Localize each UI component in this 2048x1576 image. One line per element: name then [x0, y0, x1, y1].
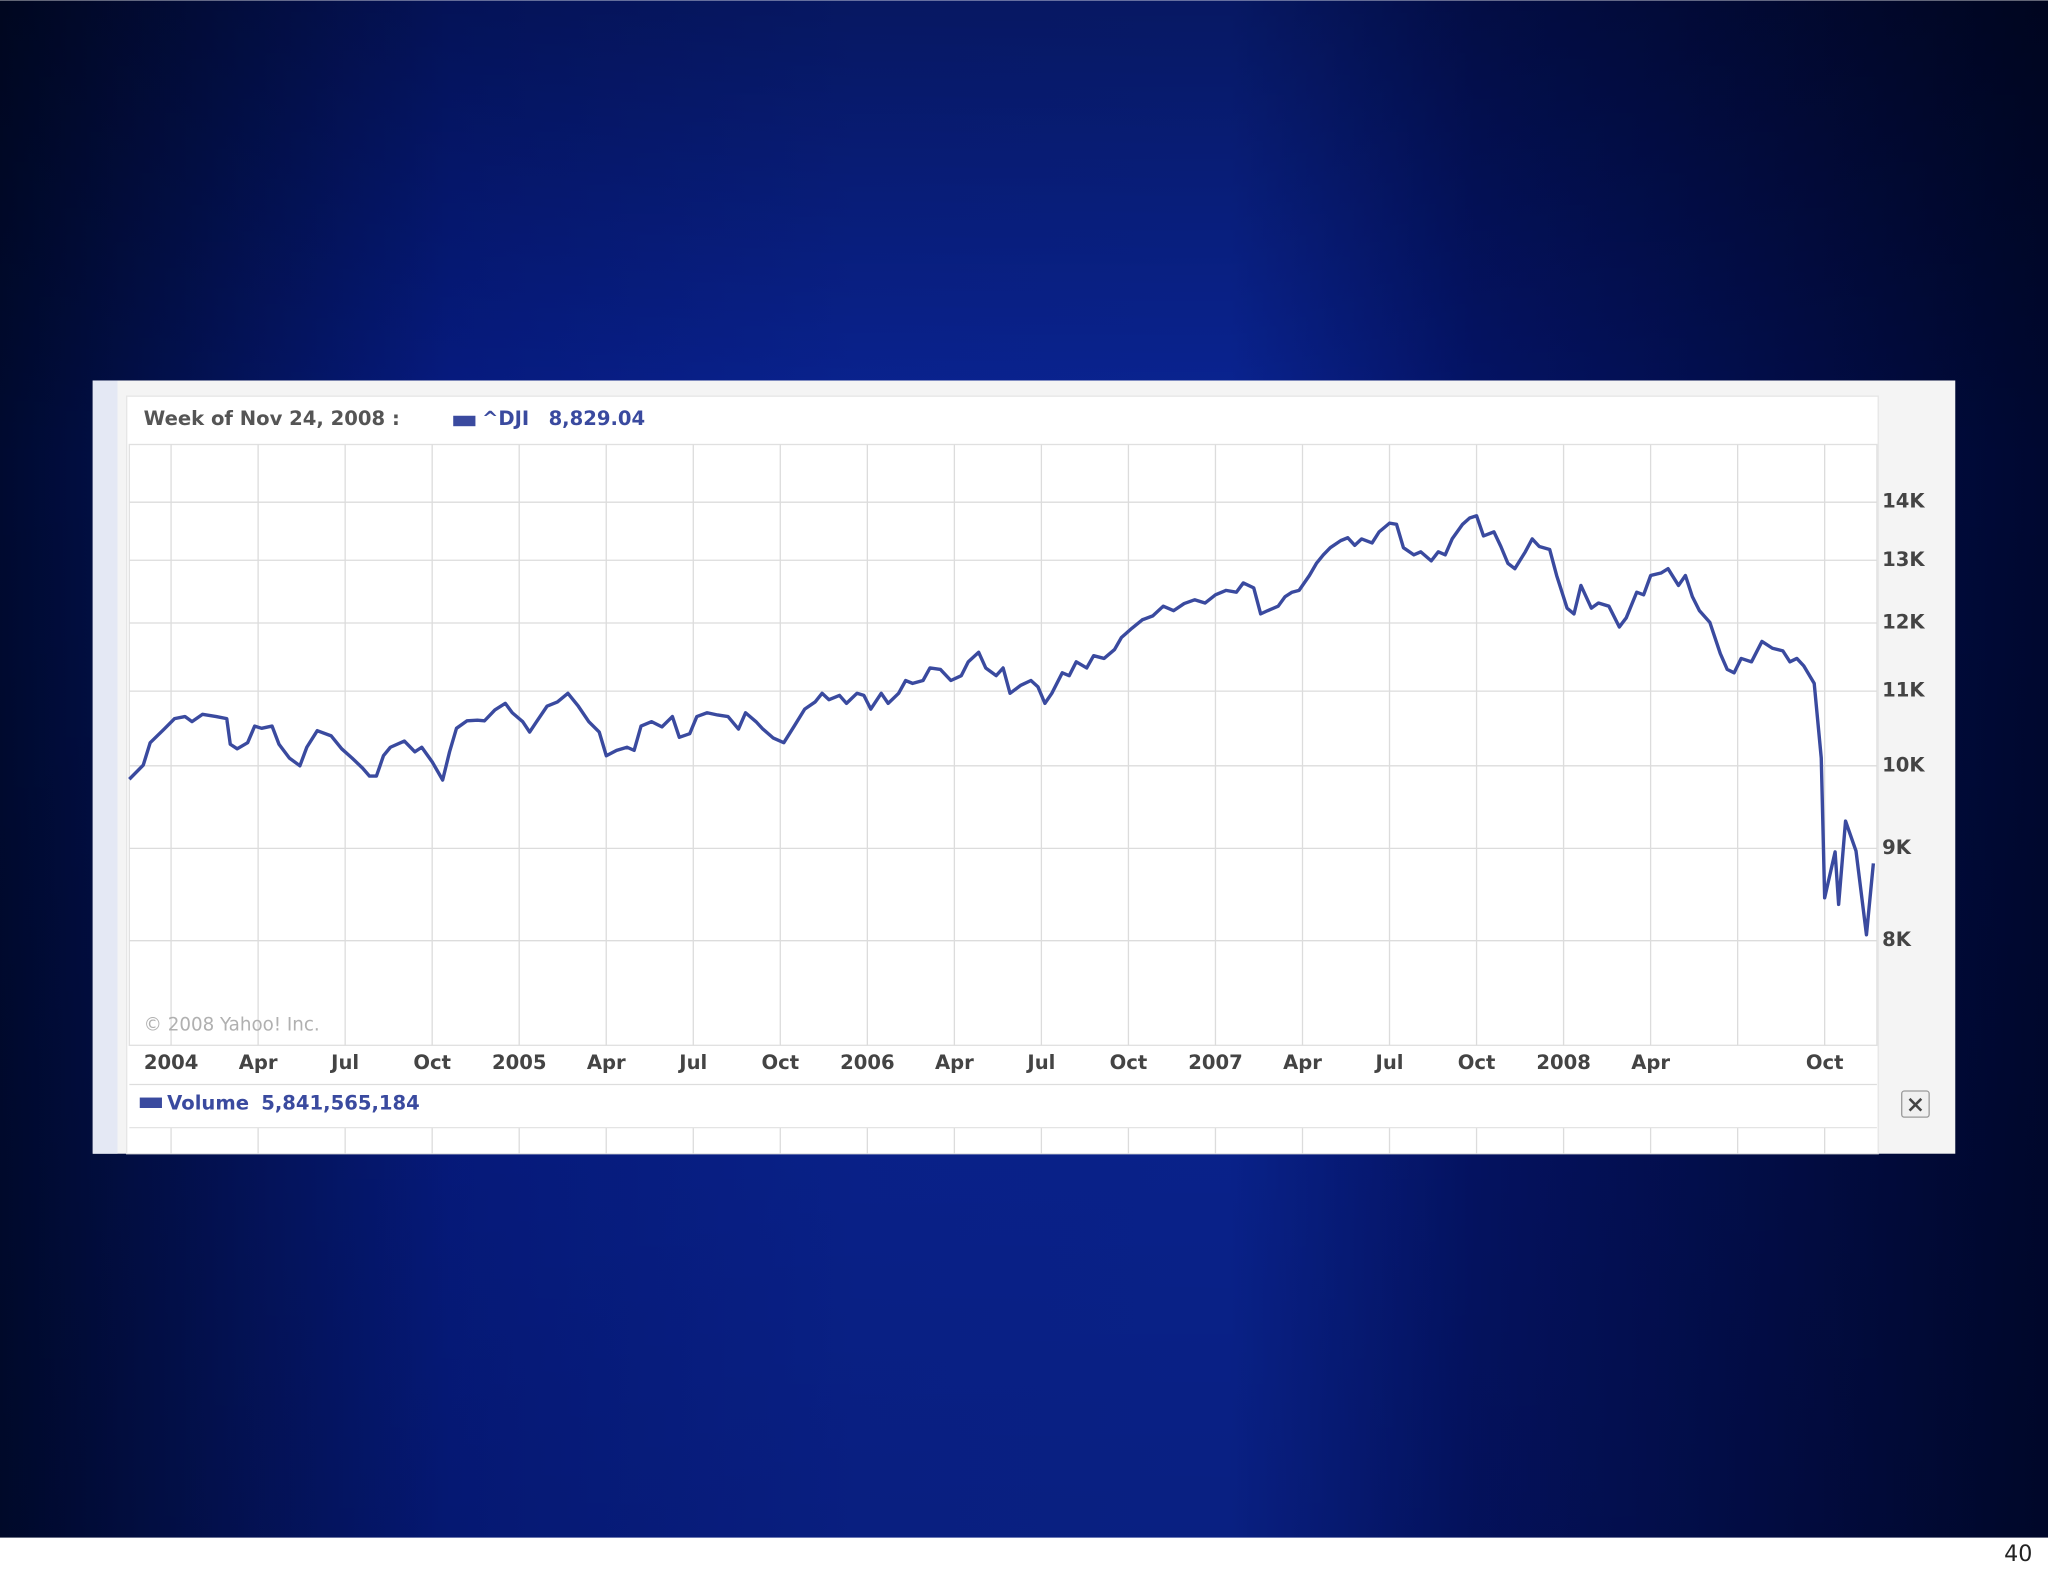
close-icon: [1908, 1097, 1923, 1112]
x-tick-label: Jul: [1374, 1051, 1404, 1074]
slide-number: 40: [2004, 1541, 2032, 1567]
x-tick-label: 2006: [840, 1051, 895, 1074]
y-tick-label: 8K: [1882, 928, 1912, 951]
x-tick-label: Oct: [1806, 1051, 1844, 1074]
x-tick-label: Oct: [761, 1051, 799, 1074]
x-tick-label: Apr: [935, 1051, 974, 1074]
readout-value: 8,829.04: [549, 407, 646, 430]
volume-swatch: [139, 1097, 162, 1108]
x-tick-label: Apr: [1283, 1051, 1322, 1074]
volume-value: 5,841,565,184: [261, 1092, 420, 1115]
plot: 8K 9K 10K 11K 12K 13K 14K 2004 Apr Jul Oct 2005 Apr J…: [128, 443, 1925, 1154]
panel-stripe: [92, 380, 118, 1154]
y-tick-label: 14K: [1882, 490, 1925, 513]
close-button[interactable]: [1901, 1090, 1930, 1118]
readout-label: Week of Nov 24, 2008 :: [144, 407, 400, 430]
x-tick-label: Apr: [587, 1051, 626, 1074]
x-tick-label: Oct: [413, 1051, 451, 1074]
x-tick-label: Oct: [1110, 1051, 1148, 1074]
y-tick-label: 12K: [1882, 610, 1925, 633]
footer-strip: [0, 1537, 2048, 1576]
x-tick-label: Jul: [329, 1051, 359, 1074]
x-tick-label: Jul: [677, 1051, 707, 1074]
x-tick-label: 2008: [1536, 1051, 1591, 1074]
legend-swatch: [453, 415, 476, 427]
plot-area: [128, 443, 1878, 1046]
x-tick-label: Apr: [1631, 1051, 1670, 1074]
y-tick-label: 11K: [1882, 679, 1925, 702]
copyright: © 2008 Yahoo! Inc.: [144, 1015, 320, 1036]
y-tick-label: 13K: [1882, 548, 1925, 571]
x-tick-label: Apr: [239, 1051, 278, 1074]
x-tick-label: Jul: [1025, 1051, 1055, 1074]
y-tick-label: 10K: [1882, 753, 1925, 776]
x-tick-label: Oct: [1458, 1051, 1496, 1074]
y-tick-label: 9K: [1882, 836, 1912, 859]
x-tick-label: 2007: [1188, 1051, 1243, 1074]
x-tick-label: 2004: [144, 1051, 199, 1074]
series-line: [128, 514, 1876, 937]
volume-name: Volume: [167, 1092, 249, 1115]
x-tick-label: 2005: [492, 1051, 547, 1074]
legend-name: ^DJI: [482, 407, 529, 430]
